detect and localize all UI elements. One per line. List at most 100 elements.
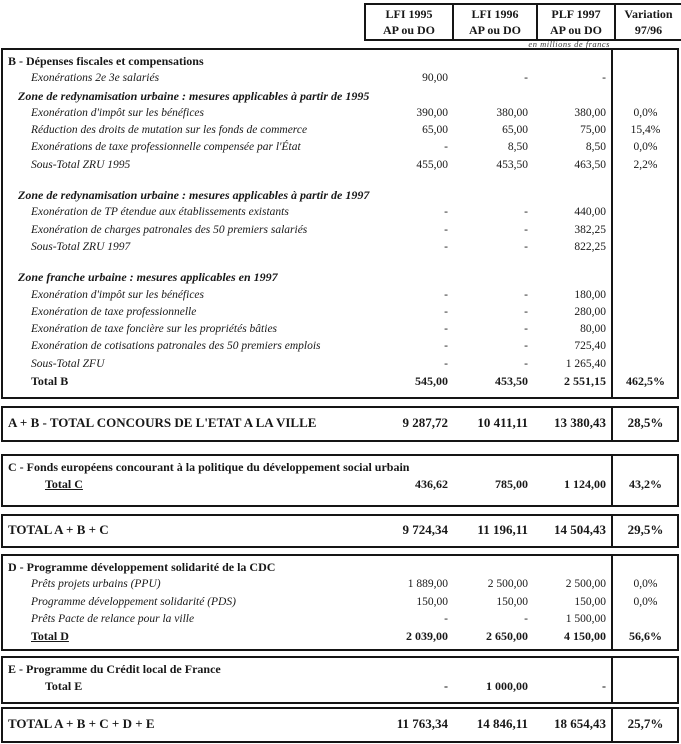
value-lfi-1995: -	[444, 357, 448, 370]
value-lfi-1996: 65,00	[502, 124, 528, 137]
value-plf-1997: 822,25	[574, 240, 606, 253]
value-lfi-1996: 10 411,11	[477, 415, 528, 430]
value-variation	[606, 338, 677, 355]
row-label: Sous-Total ZRU 1995	[31, 158, 131, 171]
value-lfi-1995: 390,00	[416, 106, 448, 119]
total-b-row: Total B 545,00 453,50 2 551,15 462,5%	[3, 373, 677, 390]
group-heading-zru-1997: Zone de redynamisation urbaine : mesures…	[3, 187, 677, 204]
total-d-row: Total D 2 039,00 2 650,00 4 150,00 56,6%	[3, 628, 677, 645]
value-plf-1997: 1 124,00	[564, 477, 606, 492]
table-row-sous-total-zru-1997: Sous-Total ZRU 1997 - - 822,25	[3, 239, 677, 256]
value-variation	[606, 356, 677, 373]
row-label: Exonérations de taxe professionnelle com…	[31, 141, 301, 154]
value-lfi-1995: 9 724,34	[402, 522, 449, 537]
variation-column-divider	[611, 656, 613, 704]
value-lfi-1996: 785,00	[495, 477, 528, 492]
value-variation: 15,4%	[630, 124, 661, 137]
value-lfi-1996: -	[524, 612, 528, 625]
value-lfi-1996: 2 650,00	[486, 629, 528, 644]
value-plf-1997: 2 500,00	[565, 578, 606, 591]
section-c-box: C - Fonds européens concourant à la poli…	[1, 454, 679, 507]
value-variation	[606, 222, 677, 239]
group-heading-zfu-1997: Zone franche urbaine : mesures applicabl…	[3, 269, 677, 286]
value-lfi-1995: 2 039,00	[406, 629, 448, 644]
section-title: D - Programme développement solidarité d…	[8, 560, 276, 574]
value-lfi-1995: 9 287,72	[402, 415, 449, 430]
variation-column-divider	[611, 48, 613, 399]
value-plf-1997: 18 654,43	[554, 716, 606, 731]
value-variation	[606, 321, 677, 338]
table-row-sous-total-zru-1995: Sous-Total ZRU 1995 455,00 453,50 463,50…	[3, 157, 677, 174]
table-row: Exonération de charges patronales des 50…	[3, 222, 677, 239]
column-header-line1: LFI 1995	[385, 7, 433, 21]
table-row: Exonération de taxe foncière sur les pro…	[3, 321, 677, 338]
column-header-line1: PLF 1997	[551, 7, 601, 21]
column-header-line2: AP ou DO	[549, 23, 602, 37]
value-lfi-1996: -	[524, 72, 528, 85]
row-label: Sous-Total ZFU	[31, 357, 105, 370]
section-title: C - Fonds européens concourant à la poli…	[8, 460, 410, 474]
value-lfi-1995: -	[444, 323, 448, 336]
grand-total-box: TOTAL A + B + C + D + E 11 763,34 14 846…	[1, 707, 679, 743]
value-variation: 29,5%	[627, 522, 664, 537]
value-lfi-1996: 14 846,11	[476, 716, 528, 731]
section-c-title-row: C - Fonds européens concourant à la poli…	[3, 459, 677, 476]
row-label: Réduction des droits de mutation sur les…	[31, 124, 308, 137]
value-plf-1997: 13 380,43	[554, 415, 606, 430]
value-plf-1997: 440,00	[574, 206, 606, 219]
column-header-line1: LFI 1996	[471, 7, 519, 21]
value-plf-1997: 382,25	[574, 223, 606, 236]
value-lfi-1995: 545,00	[415, 374, 448, 389]
value-lfi-1995: 65,00	[422, 124, 448, 137]
value-lfi-1996: -	[524, 305, 528, 318]
row-label: Prêts projets urbains (PPU)	[31, 578, 161, 591]
total-a-b-c-box: TOTAL A + B + C 9 724,34 11 196,11 14 50…	[1, 514, 679, 548]
value-plf-1997: 75,00	[580, 124, 606, 137]
column-header-line2: 97/96	[634, 23, 663, 37]
total-c-row: Total C 436,62 785,00 1 124,00 43,2%	[3, 476, 677, 493]
variation-column-divider	[611, 707, 613, 743]
row-label: Total D	[31, 629, 69, 644]
table-row: Réduction des droits de mutation sur les…	[3, 122, 677, 139]
value-lfi-1995: -	[444, 141, 448, 154]
row-label: Total E	[45, 679, 83, 694]
value-lfi-1996: -	[524, 357, 528, 370]
value-lfi-1995: -	[444, 679, 448, 694]
row-label: A + B - TOTAL CONCOURS DE L'ETAT A LA VI…	[8, 415, 317, 430]
value-lfi-1995: -	[444, 240, 448, 253]
value-lfi-1995: -	[444, 223, 448, 236]
value-lfi-1995: 1 889,00	[407, 578, 448, 591]
row-label: Exonération d'impôt sur les bénéfices	[31, 106, 205, 119]
value-variation: 28,5%	[627, 415, 664, 430]
table-row: Exonération de taxe professionnelle - - …	[3, 304, 677, 321]
value-lfi-1995: -	[444, 340, 448, 353]
section-title: E - Programme du Crédit local de France	[8, 662, 221, 676]
column-header-lfi-1996: LFI 1996 AP ou DO	[452, 5, 536, 39]
value-variation	[606, 204, 677, 221]
value-lfi-1995: 150,00	[416, 595, 448, 608]
total-e-row: Total E - 1 000,00 -	[3, 678, 677, 695]
row-label: Exonération de cotisations patronales de…	[31, 340, 321, 353]
value-variation: 462,5%	[626, 374, 665, 389]
value-lfi-1995: 455,00	[416, 158, 448, 171]
value-plf-1997: 1 265,40	[565, 357, 606, 370]
row-label: TOTAL A + B + C + D + E	[8, 716, 155, 731]
value-lfi-1996: -	[524, 323, 528, 336]
value-plf-1997: 150,00	[574, 595, 606, 608]
table-row-sous-total-zfu: Sous-Total ZFU - - 1 265,40	[3, 356, 677, 373]
grand-total-row: TOTAL A + B + C + D + E 11 763,34 14 846…	[3, 709, 677, 739]
row-label: Exonération de taxe professionnelle	[31, 305, 197, 318]
value-plf-1997: 725,40	[574, 340, 606, 353]
section-d-title-row: D - Programme développement solidarité d…	[3, 559, 677, 576]
table-row-prets-ppu: Prêts projets urbains (PPU) 1 889,00 2 5…	[3, 576, 677, 593]
value-plf-1997: 2 551,15	[564, 374, 606, 389]
value-plf-1997: 380,00	[574, 106, 606, 119]
group-heading-zru-1995: Zone de redynamisation urbaine : mesures…	[3, 88, 677, 105]
value-lfi-1996: 2 500,00	[487, 578, 528, 591]
row-label: Prêts Pacte de relance pour la ville	[31, 612, 195, 625]
value-lfi-1995: -	[444, 288, 448, 301]
section-title: B - Dépenses fiscales et compensations	[8, 54, 204, 68]
value-lfi-1996: -	[524, 240, 528, 253]
value-plf-1997: 14 504,43	[554, 522, 606, 537]
value-variation: 0,0%	[633, 578, 658, 591]
